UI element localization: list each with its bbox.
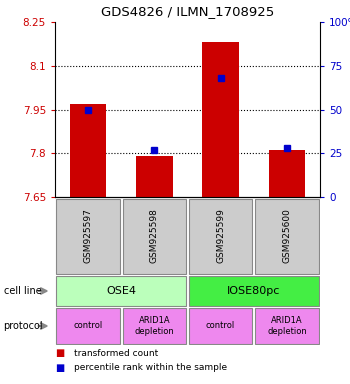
Text: percentile rank within the sample: percentile rank within the sample [74,364,228,372]
Bar [202,42,239,197]
Bar [56,199,120,274]
Text: GSM925597: GSM925597 [84,209,93,263]
Bar [56,276,186,306]
Text: transformed count: transformed count [74,349,159,358]
Bar [122,199,186,274]
Text: GSM925598: GSM925598 [150,209,159,263]
Text: control: control [74,321,103,331]
Text: ■: ■ [55,363,64,373]
Title: GDS4826 / ILMN_1708925: GDS4826 / ILMN_1708925 [101,5,274,18]
Text: protocol: protocol [4,321,43,331]
Bar [70,104,106,197]
Text: ■: ■ [55,348,64,358]
Bar [255,308,318,344]
Bar [56,308,120,344]
Bar [122,308,186,344]
Text: GSM925599: GSM925599 [216,209,225,263]
Text: IOSE80pc: IOSE80pc [227,286,280,296]
Text: cell line: cell line [4,286,41,296]
Bar [269,150,305,197]
Bar [136,156,173,197]
Text: ARID1A
depletion: ARID1A depletion [267,316,307,336]
Bar [189,276,318,306]
Bar [255,199,318,274]
Text: control: control [206,321,235,331]
Text: GSM925600: GSM925600 [282,209,291,263]
Bar [189,199,252,274]
Bar [189,308,252,344]
Text: ARID1A
depletion: ARID1A depletion [134,316,174,336]
Text: OSE4: OSE4 [106,286,136,296]
